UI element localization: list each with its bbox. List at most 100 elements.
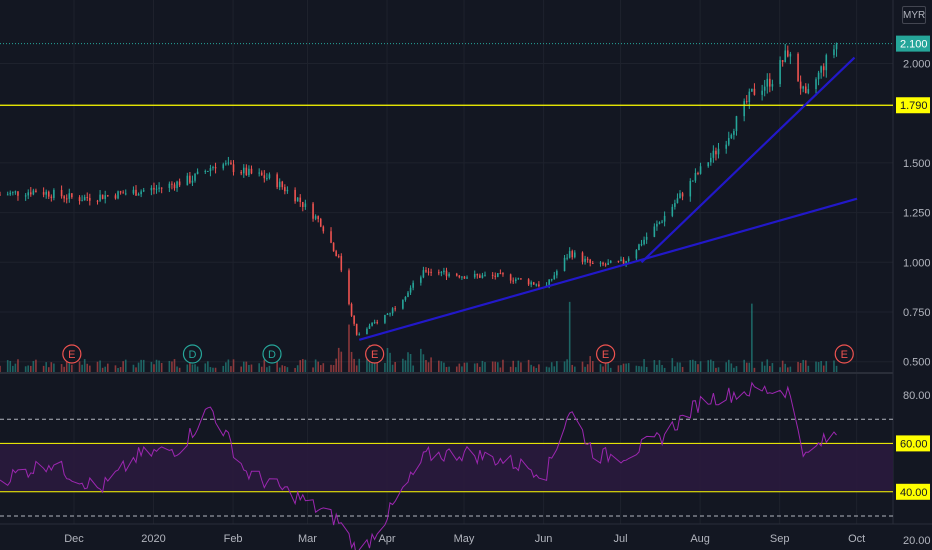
candle-body <box>412 282 414 288</box>
candle-body <box>479 275 481 278</box>
volume-bar <box>86 363 89 372</box>
candle-body <box>748 91 751 103</box>
candle-body <box>514 279 517 281</box>
volume-bar <box>645 366 648 372</box>
volume-bar <box>556 361 558 372</box>
candle-body <box>389 313 391 315</box>
volume-bar <box>591 360 594 372</box>
candle-body <box>699 166 702 174</box>
candle-body <box>304 203 307 207</box>
candle-body <box>799 81 802 89</box>
currency-label[interactable]: MYR <box>902 6 926 24</box>
volume-bar <box>715 367 717 372</box>
axes: Dec 2020 Feb Mar Apr May Jun Jul Aug Sep Oct 0.500 0… <box>64 35 931 547</box>
volume-bar <box>425 360 427 372</box>
candle-body <box>250 168 253 174</box>
volume-bar <box>53 363 55 372</box>
event-marker <box>62 344 82 364</box>
event-marker <box>182 344 203 364</box>
volume-bar <box>553 366 556 372</box>
candle-body <box>509 274 512 281</box>
volume-bar <box>140 359 142 372</box>
candle-body <box>781 60 784 62</box>
candle-body <box>420 277 422 283</box>
candle-body <box>301 201 304 207</box>
candle-body <box>604 264 607 266</box>
candle-body <box>833 49 835 56</box>
volume-bar <box>499 367 502 372</box>
candle-body <box>160 187 163 189</box>
volume-bar <box>227 359 230 372</box>
x-tick-label: Oct <box>848 533 865 545</box>
candle-body <box>609 260 612 263</box>
x-tick-label: Mar <box>298 533 317 545</box>
volume-bar <box>497 362 499 372</box>
volume-bar <box>599 364 602 372</box>
volume-bar <box>735 366 738 372</box>
volume-bar <box>29 365 32 372</box>
candle-body <box>617 260 620 262</box>
candle-body <box>763 86 766 91</box>
candle-body <box>807 89 810 94</box>
volume-bar <box>766 359 769 372</box>
volume-bar <box>299 360 302 372</box>
candle-body <box>466 277 468 279</box>
candle-body <box>268 174 271 179</box>
volume-bar <box>81 364 83 372</box>
candle-body <box>653 226 656 237</box>
candle-body <box>771 84 774 87</box>
candle-body <box>337 256 340 258</box>
volume-bar <box>191 364 194 372</box>
candle-body <box>207 170 209 172</box>
volume-bar <box>692 359 694 372</box>
volume-bar <box>694 360 697 372</box>
event-marker <box>834 344 854 364</box>
volume-bar <box>353 358 355 372</box>
candle-body <box>743 101 745 117</box>
candle-body <box>802 86 804 89</box>
volume-bar <box>207 361 209 372</box>
volume-bar <box>769 366 771 372</box>
candle-body <box>50 196 53 198</box>
volume-bar <box>771 363 774 372</box>
volume-bar <box>158 360 160 372</box>
candle-body <box>371 322 373 326</box>
volume-bar <box>245 361 248 372</box>
candle-body <box>476 274 479 276</box>
volume-bar <box>458 363 461 372</box>
candle-body <box>196 171 199 174</box>
volume-bar <box>89 365 91 372</box>
candle-body <box>674 203 676 207</box>
volume-bar <box>407 352 409 372</box>
volume-bar <box>12 365 14 372</box>
candle-body <box>584 258 586 262</box>
volume-bar <box>761 361 763 372</box>
volume-bar <box>65 359 68 372</box>
candle-body <box>627 258 630 262</box>
candle-body <box>119 191 122 193</box>
volume-bar <box>42 365 45 372</box>
volume-bar <box>209 367 212 372</box>
candle-body <box>194 173 196 181</box>
volume-bar <box>643 359 645 372</box>
volume-bar <box>789 366 792 372</box>
candle-body <box>689 180 692 197</box>
candle-body <box>671 206 674 216</box>
candle-body <box>638 244 640 251</box>
drawing-lines <box>0 43 893 341</box>
volume-bar <box>717 367 720 372</box>
candle-body <box>676 198 679 204</box>
volume-bar <box>242 361 245 372</box>
x-tick-label: Jul <box>614 533 628 545</box>
volume-bar <box>248 364 250 372</box>
candle-body <box>491 274 494 276</box>
volume-bar <box>171 361 173 372</box>
candle-body <box>332 242 335 252</box>
candle-body <box>81 200 83 202</box>
volume-bar <box>822 365 825 372</box>
volume-bar <box>566 359 568 372</box>
volume-bar <box>32 361 35 372</box>
candle-body <box>717 148 720 155</box>
volume-bar <box>784 363 787 372</box>
